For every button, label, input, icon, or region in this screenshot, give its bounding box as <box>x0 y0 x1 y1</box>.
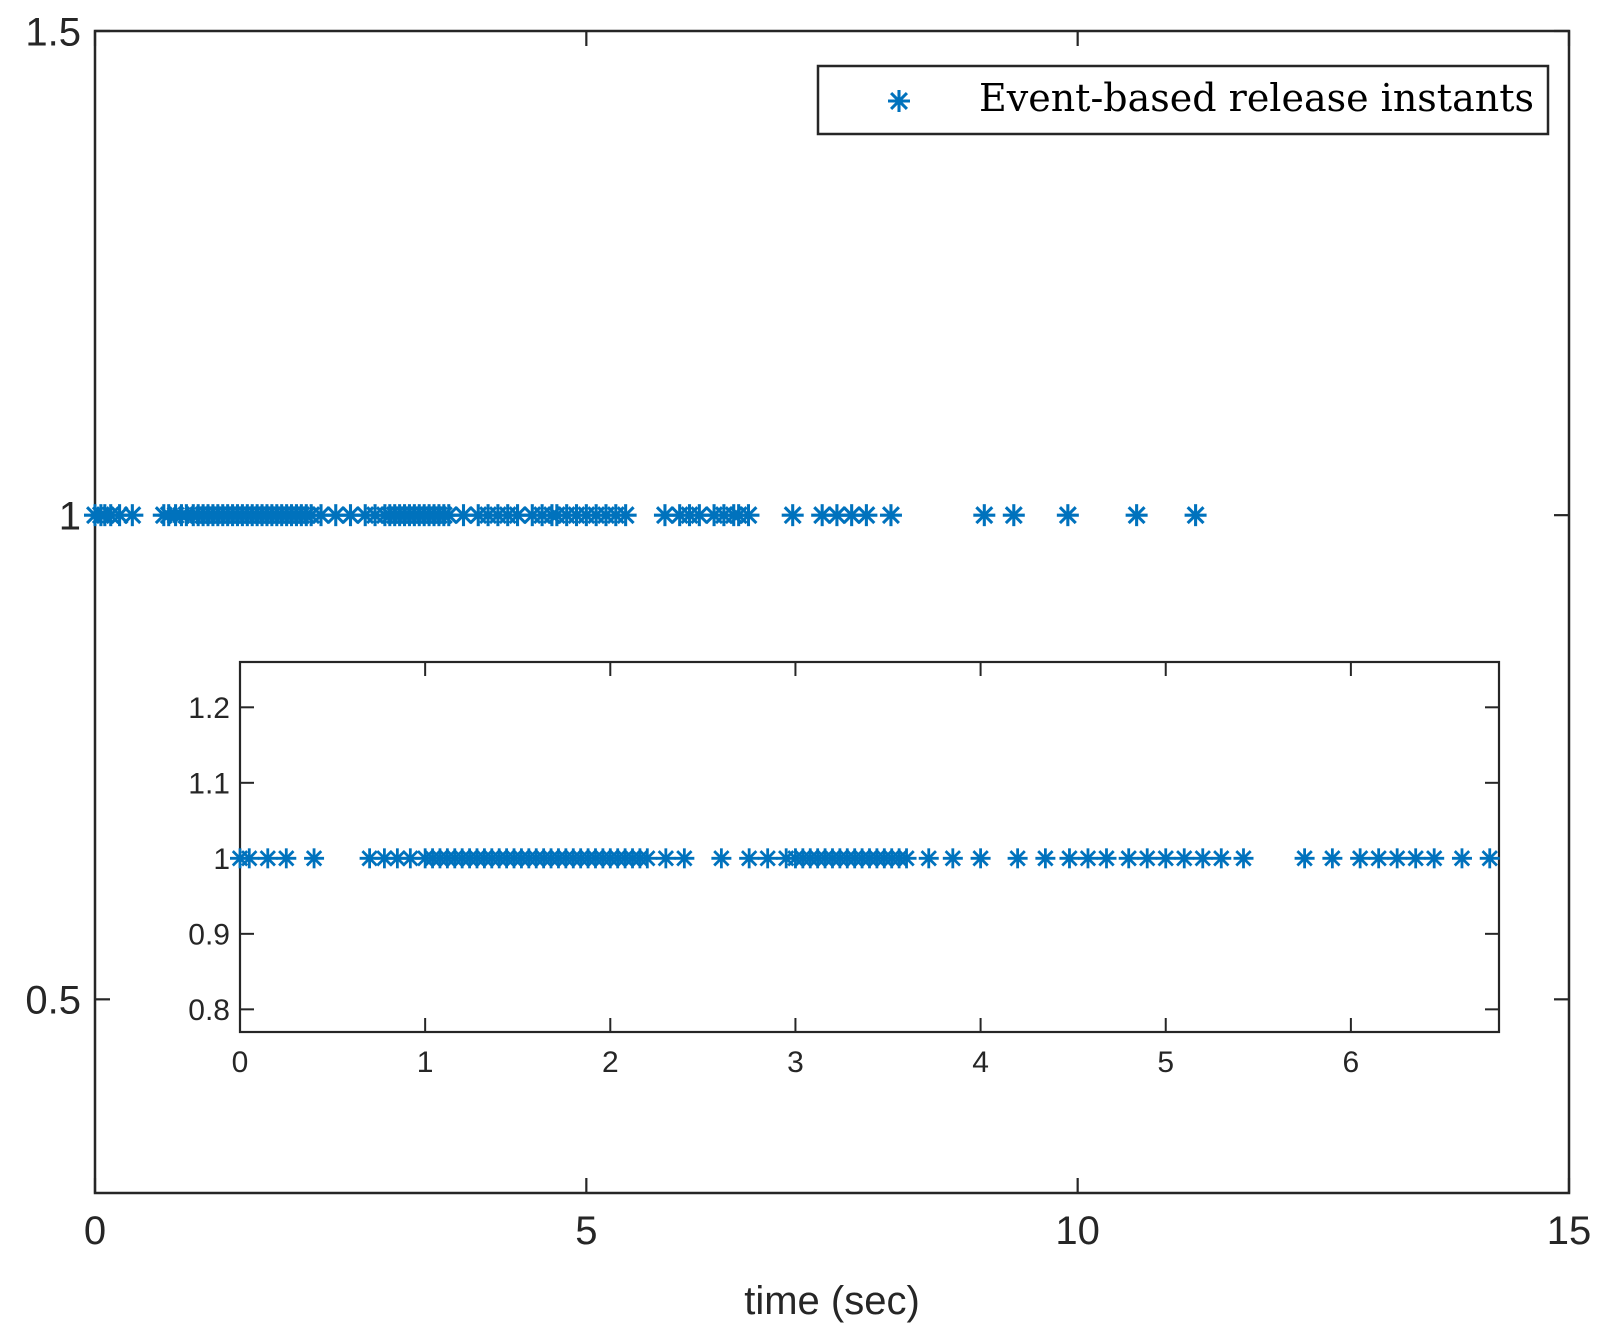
inset-data-point <box>1155 848 1176 869</box>
main-xtick-label: 0 <box>84 1209 106 1253</box>
inset-data-point <box>1387 848 1408 869</box>
main-data-point <box>1056 504 1079 527</box>
main-data-point <box>108 504 131 527</box>
inset-ytick-label: 1 <box>213 843 230 876</box>
legend-marker-icon <box>888 90 910 112</box>
inset-data-point <box>1192 848 1213 869</box>
inset-data-point <box>1294 848 1315 869</box>
inset-data-point <box>942 848 963 869</box>
legend: Event-based release instants <box>816 64 1550 136</box>
inset-xtick-label: 6 <box>1343 1046 1360 1079</box>
inset-data-point <box>739 848 760 869</box>
inset-xtick-label: 0 <box>232 1046 249 1079</box>
inset-data-point <box>896 848 917 869</box>
inset-ytick-label: 0.8 <box>188 994 230 1027</box>
inset-data-point <box>970 848 991 869</box>
inset-data-point <box>1350 848 1371 869</box>
main-data-point <box>737 504 760 527</box>
inset-data-point <box>637 848 658 869</box>
main-data-point <box>1002 504 1025 527</box>
main-ytick-label: 0.5 <box>25 979 81 1023</box>
inset-data-point <box>1322 848 1343 869</box>
main-x-axis-title: time (sec) <box>744 1279 920 1323</box>
inset-ytick-label: 0.9 <box>188 919 230 952</box>
main-data-point <box>324 504 347 527</box>
main-xtick-label: 15 <box>1547 1209 1592 1253</box>
main-data-point <box>1125 504 1148 527</box>
inset-data-point <box>1368 848 1389 869</box>
legend-label: Event-based release instants <box>979 76 1534 120</box>
main-xtick-label: 10 <box>1055 1209 1100 1253</box>
inset-data-point <box>1479 848 1500 869</box>
main-data-point <box>1184 504 1207 527</box>
main-data-point <box>688 504 711 527</box>
inset-xtick-label: 2 <box>602 1046 619 1079</box>
inset-data-point <box>276 848 297 869</box>
main-data-point <box>855 504 878 527</box>
main-data-point <box>840 504 863 527</box>
inset-data-point <box>655 848 676 869</box>
inset-data-point <box>757 848 778 869</box>
main-data-point <box>811 504 834 527</box>
inset-data-point <box>239 848 260 869</box>
inset-frame <box>238 660 1501 1034</box>
main-xtick-label: 5 <box>575 1209 597 1253</box>
inset-data-point <box>257 848 278 869</box>
inset-data-point <box>1424 848 1445 869</box>
main-data-point <box>973 504 996 527</box>
inset-xtick-label: 1 <box>417 1046 434 1079</box>
inset-data-point <box>400 848 421 869</box>
main-data-point <box>825 504 848 527</box>
legend-marker <box>888 90 910 112</box>
inset-xtick-label: 4 <box>972 1046 989 1079</box>
main-data-point <box>437 504 460 527</box>
inset-data-point <box>1059 848 1080 869</box>
inset-data-point <box>304 848 325 869</box>
main-data-point <box>614 504 637 527</box>
main-data-point <box>879 504 902 527</box>
inset-data-point <box>1451 848 1472 869</box>
main-data-point <box>781 504 804 527</box>
main-ytick-label: 1 <box>59 495 81 539</box>
inset-data-point <box>1077 848 1098 869</box>
inset-plot: 0 1 2 3 4 5 6 0.8 0.9 1 1.1 1.2 <box>188 660 1501 1079</box>
inset-xtick-label: 3 <box>787 1046 804 1079</box>
inset-data-point <box>1137 848 1158 869</box>
inset-ytick-label: 1.2 <box>188 692 230 725</box>
main-data-point <box>121 504 144 527</box>
inset-data-point <box>918 848 939 869</box>
inset-data-point <box>711 848 732 869</box>
inset-data-point <box>1174 848 1195 869</box>
inset-data-point <box>1007 848 1028 869</box>
inset-data-point <box>1211 848 1232 869</box>
inset-data-point <box>359 848 380 869</box>
inset-data-point <box>1405 848 1426 869</box>
main-ytick-label: 1.5 <box>25 10 81 54</box>
inset-data-point <box>1096 848 1117 869</box>
inset-xtick-label: 5 <box>1157 1046 1174 1079</box>
inset-ytick-label: 1.1 <box>188 768 230 801</box>
inset-data-point <box>674 848 695 869</box>
inset-data-point <box>1035 848 1056 869</box>
inset-data-point <box>1118 848 1139 869</box>
inset-data-point <box>1233 848 1254 869</box>
legend-box <box>816 64 1550 136</box>
